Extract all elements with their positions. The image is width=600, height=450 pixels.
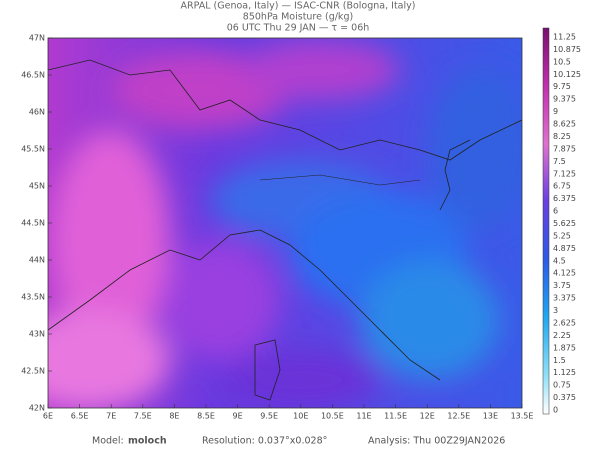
colorbar-label: 1.875 <box>553 343 576 352</box>
colorbar-label: 2.25 <box>553 331 571 340</box>
moisture-field <box>48 38 522 408</box>
latitude-label: 47N <box>29 34 45 43</box>
colorbar-label: 7.875 <box>553 144 576 153</box>
latitude-label: 43N <box>29 330 45 339</box>
longitude-label: 12E <box>420 412 435 421</box>
longitude-label: 10.5E <box>321 412 344 421</box>
colorbar-label: 1.125 <box>553 368 576 377</box>
colorbar-label: 9.75 <box>553 82 571 91</box>
colorbar-label: 0 <box>553 406 558 415</box>
header-line: 06 UTC Thu 29 JAN — τ = 06h <box>227 23 370 34</box>
longitude-label: 6E <box>43 412 53 421</box>
latitude-label: 46N <box>29 108 45 117</box>
colorbar-label: 4.875 <box>553 244 576 253</box>
colorbar-label: 5.25 <box>553 231 571 240</box>
longitude-label: 7.5E <box>134 412 152 421</box>
latitude-label: 45.5N <box>21 145 45 154</box>
longitude-label: 8E <box>169 412 179 421</box>
colorbar-label: 0.375 <box>553 393 576 402</box>
colorbar-label: 9 <box>553 107 558 116</box>
colorbar-label: 6 <box>553 207 558 216</box>
colorbar-label: 8.625 <box>553 120 576 129</box>
latitude-label: 42.5N <box>21 367 45 376</box>
longitude-label: 12.5E <box>447 412 470 421</box>
footer-resolution: Resolution: 0.037°x0.028° <box>202 436 327 447</box>
longitude-label: 11.5E <box>384 412 407 421</box>
latitude-label: 44.5N <box>21 219 45 228</box>
colorbar-label: 10.5 <box>553 57 571 66</box>
colorbar-label: 4.5 <box>553 256 566 265</box>
colorbar <box>542 27 550 415</box>
latitude-label: 44N <box>29 256 45 265</box>
colorbar-label: 3 <box>553 306 558 315</box>
longitude-label: 6.5E <box>71 412 89 421</box>
colorbar-label: 6.375 <box>553 194 576 203</box>
footer-analysis: Analysis: Thu 00Z29JAN2026 <box>368 436 505 447</box>
colorbar-label: 5.625 <box>553 219 576 228</box>
latitude-label: 42N <box>29 404 45 413</box>
footer-model-value: moloch <box>128 436 167 447</box>
longitude-label: 11E <box>356 412 371 421</box>
latitude-label: 45N <box>29 182 45 191</box>
colorbar-label: 2.625 <box>553 318 576 327</box>
longitude-label: 8.5E <box>197 412 215 421</box>
longitude-label: 7E <box>106 412 116 421</box>
latitude-label: 43.5N <box>21 293 45 302</box>
colorbar-label: 8.25 <box>553 132 571 141</box>
colorbar-label: 7.125 <box>553 169 576 178</box>
longitude-label: 13.5E <box>511 412 534 421</box>
header-line: ARPAL (Genoa, Italy) — ISAC-CNR (Bologna… <box>181 1 416 12</box>
longitude-label: 9E <box>233 412 243 421</box>
colorbar-label: 4.125 <box>553 269 576 278</box>
colorbar-label: 1.5 <box>553 356 566 365</box>
latitude-label: 46.5N <box>21 71 45 80</box>
colorbar-label: 11.25 <box>553 33 576 42</box>
colorbar-label: 6.75 <box>553 182 571 191</box>
longitude-label: 10E <box>293 412 308 421</box>
colorbar-label: 10.875 <box>553 45 581 54</box>
longitude-label: 13E <box>483 412 498 421</box>
colorbar-label: 10.125 <box>553 70 581 79</box>
footer-model-label: Model: <box>92 436 124 447</box>
header-line: 850hPa Moisture (g/kg) <box>243 12 353 23</box>
colorbar-label: 0.75 <box>553 381 571 390</box>
colorbar-label: 3.75 <box>553 281 571 290</box>
colorbar-label: 7.5 <box>553 157 566 166</box>
colorbar-label: 3.375 <box>553 294 576 303</box>
longitude-label: 9.5E <box>260 412 278 421</box>
colorbar-label: 9.375 <box>553 95 576 104</box>
